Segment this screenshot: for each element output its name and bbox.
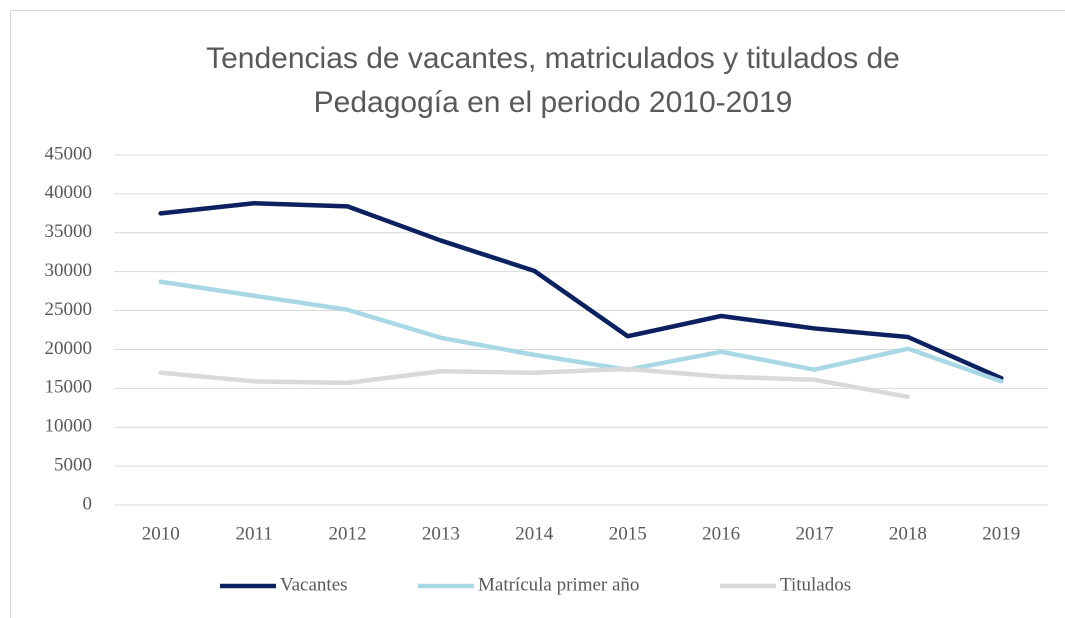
y-tick-label: 20000 bbox=[45, 338, 93, 359]
y-tick-label: 5000 bbox=[54, 454, 92, 475]
chart-title: Pedagogía en el periodo 2010-2019 bbox=[314, 86, 793, 119]
y-tick-label: 45000 bbox=[45, 143, 93, 164]
x-tick-label: 2013 bbox=[422, 523, 460, 544]
y-tick-label: 10000 bbox=[45, 416, 93, 437]
x-tick-label: 2014 bbox=[515, 523, 554, 544]
chart-border bbox=[10, 10, 1065, 618]
y-tick-label: 15000 bbox=[45, 377, 93, 398]
y-tick-label: 0 bbox=[83, 493, 93, 514]
legend-label: Vacantes bbox=[280, 574, 348, 595]
x-tick-label: 2018 bbox=[889, 523, 927, 544]
x-tick-label: 2011 bbox=[235, 523, 272, 544]
legend-label: Titulados bbox=[780, 574, 851, 595]
chart-title: Tendencias de vacantes, matriculados y t… bbox=[206, 42, 900, 75]
y-tick-label: 35000 bbox=[45, 221, 93, 242]
series-line bbox=[158, 200, 1004, 381]
legend-label: Matrícula primer año bbox=[478, 574, 639, 595]
y-tick-label: 30000 bbox=[45, 260, 93, 281]
x-tick-label: 2017 bbox=[796, 523, 834, 544]
x-tick-label: 2016 bbox=[702, 523, 740, 544]
y-tick-label: 25000 bbox=[45, 299, 93, 320]
x-tick-label: 2012 bbox=[329, 523, 367, 544]
x-tick-label: 2015 bbox=[609, 523, 647, 544]
y-tick-label: 40000 bbox=[45, 182, 93, 203]
x-tick-label: 2010 bbox=[142, 523, 180, 544]
series-line bbox=[158, 279, 1004, 384]
x-tick-label: 2019 bbox=[982, 523, 1020, 544]
series-line bbox=[158, 366, 911, 400]
